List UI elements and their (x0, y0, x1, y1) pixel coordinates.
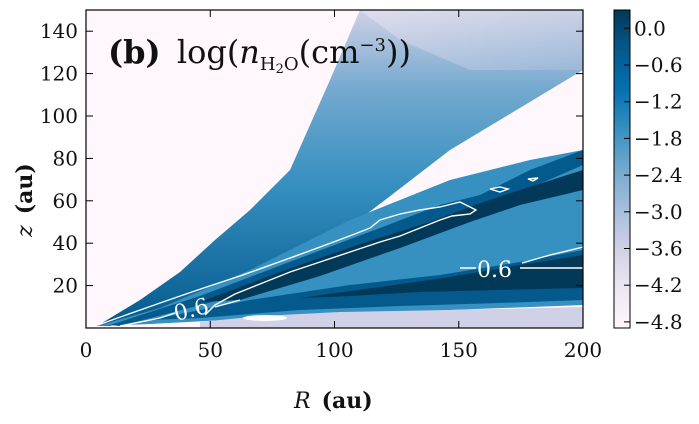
heatmap-dark-band-lower (150, 250, 583, 320)
heatmap-dark-band-lower-core (300, 255, 583, 298)
panel-label: (b) (108, 33, 161, 71)
heatmap-midplane (200, 307, 583, 328)
contour-line-left (119, 299, 241, 327)
y-tick-label-6: 140 (40, 19, 78, 43)
colorbar-tick-label-3: −1.8 (634, 126, 683, 150)
heatmap-area (86, 10, 583, 328)
y-tick-label-1: 40 (53, 231, 78, 255)
contour-line-blob-2 (527, 177, 539, 182)
heatmap-upper-wedge (97, 10, 583, 326)
y-tick-label-2: 60 (53, 189, 78, 213)
x-tick-label-1: 50 (198, 338, 223, 362)
colorbar-tick-label-7: −4.2 (634, 273, 683, 297)
colorbar-tick-label-5: −3.0 (634, 200, 683, 224)
contour-line-upper (97, 201, 478, 326)
x-tick-label-4: 200 (564, 338, 602, 362)
contour-label-2: 0.6 (477, 258, 512, 283)
x-tick-label-2: 100 (315, 338, 353, 362)
x-axis-ticks: 0 50 100 150 200 (80, 10, 602, 362)
y-axis-label: z (au) (12, 163, 38, 238)
x-tick-label-3: 150 (440, 338, 478, 362)
heatmap-dark-band-upper-core (200, 170, 583, 302)
colorbar-tick-label-1: −0.6 (634, 53, 683, 77)
x-axis-label: R (au) (293, 388, 373, 414)
colorbar-tick-label-0: 0.0 (634, 16, 666, 40)
colorbar-tick-label-6: −3.6 (634, 237, 683, 261)
y-axis-ticks: 20 40 60 80 100 120 140 (40, 19, 583, 298)
colorbar-tick-label-4: −2.4 (634, 163, 683, 187)
colorbar-ticks: 0.0 −0.6 −1.2 −1.8 −2.4 −3.0 −3.6 −4.2 −4.8 (624, 16, 683, 334)
colorbar-tick-label-2: −1.2 (634, 90, 683, 114)
contour-line-lower (460, 246, 583, 269)
y-tick-label-4: 100 (40, 104, 78, 128)
colorbar (613, 9, 631, 329)
x-tick-label-0: 0 (80, 338, 93, 362)
y-tick-label-5: 120 (40, 62, 78, 86)
contour-line-blob (489, 186, 511, 193)
y-tick-label-0: 20 (53, 274, 78, 298)
colorbar-tick-label-8: −4.8 (634, 310, 683, 334)
heatmap-top-right (360, 10, 583, 70)
panel-title: (b) log(nH2O(cm−3)) (108, 33, 411, 77)
y-tick-label-3: 80 (53, 146, 78, 170)
heatmap-midplane-spot (243, 315, 287, 321)
